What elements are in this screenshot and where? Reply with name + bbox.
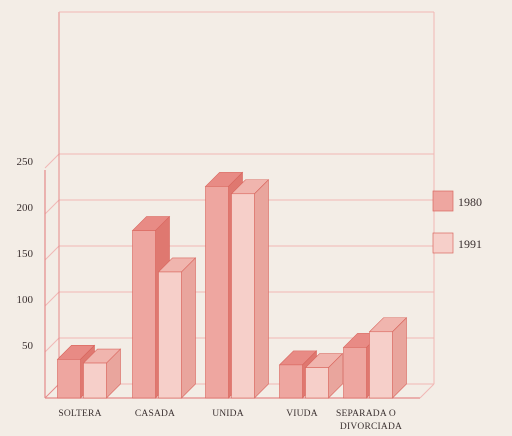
- y-tick-label: 250: [17, 156, 34, 168]
- floor-left-edge: [44, 383, 60, 399]
- gridline-depth: [44, 199, 60, 215]
- y-tick-label: 100: [17, 294, 34, 306]
- bar-front: [83, 362, 107, 399]
- bar-1991-1: [157, 257, 197, 399]
- x-tick-label: CASADA: [135, 409, 175, 419]
- x-tick-label: VIUDA: [286, 409, 318, 419]
- bar-side: [392, 317, 407, 399]
- x-tick-label: UNIDA: [212, 409, 244, 419]
- gridline-depth: [44, 291, 60, 307]
- bar-front: [57, 359, 81, 399]
- gridline-depth: [44, 337, 60, 353]
- bar-side: [254, 179, 269, 399]
- legend: 1980 1991: [432, 190, 482, 254]
- legend-swatch-1980: [432, 190, 454, 212]
- floor-right-edge: [419, 383, 435, 399]
- legend-label-1991: 1991: [458, 237, 482, 251]
- x-tick-label: SOLTERA: [58, 409, 101, 419]
- bar-front: [231, 193, 255, 399]
- bar-1991-2: [230, 179, 270, 399]
- gridline-depth: [44, 245, 60, 261]
- legend-label-1980: 1980: [458, 195, 482, 209]
- bar-front: [279, 364, 303, 399]
- x-tick-label: SEPARADA O DIVORCIADA: [336, 409, 402, 432]
- legend-swatch-1991: [432, 232, 454, 254]
- bar-front: [158, 271, 182, 399]
- bar-1991-3: [304, 352, 344, 399]
- bar-front: [369, 331, 393, 399]
- y-tick-label: 150: [17, 248, 34, 260]
- bar-front: [132, 230, 156, 399]
- y-tick-label: 50: [22, 340, 34, 352]
- y-tick-label: 200: [17, 202, 34, 214]
- gridline-depth: [44, 153, 60, 169]
- bar-front: [343, 347, 367, 399]
- bar-front: [305, 367, 329, 399]
- bar-side: [181, 257, 196, 399]
- bar-1991-0: [82, 348, 122, 399]
- bar-1991-4: [368, 317, 408, 399]
- bar-front: [205, 186, 229, 399]
